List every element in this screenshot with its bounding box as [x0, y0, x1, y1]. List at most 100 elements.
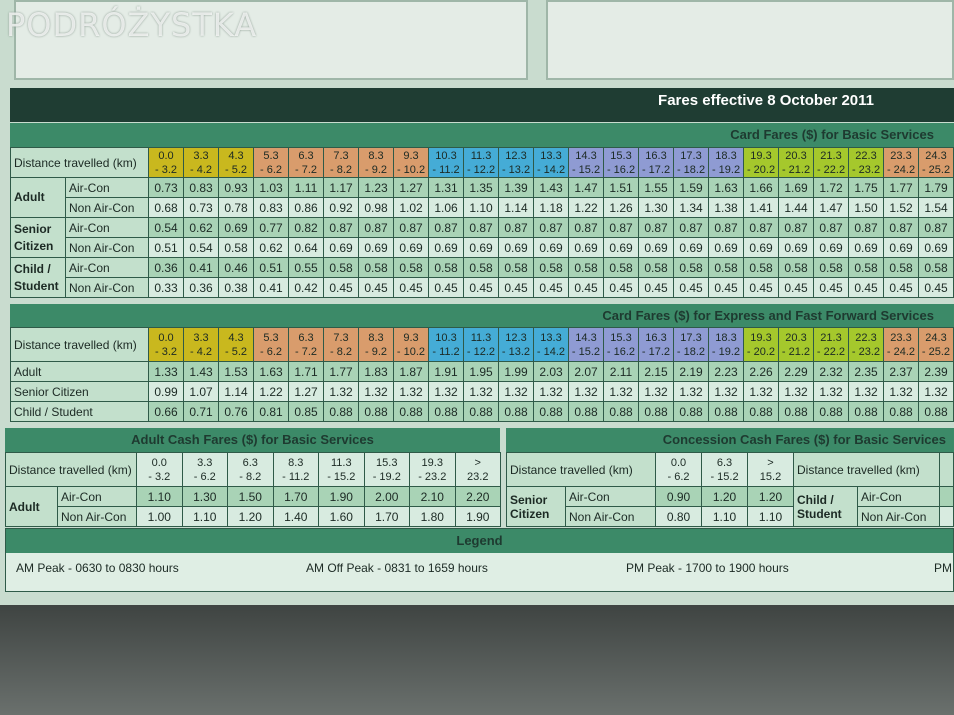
distance-range-header: 23.3- 24.2	[883, 327, 919, 362]
fare-cell: 0.58	[603, 257, 640, 278]
passenger-group: Child / Student	[793, 486, 859, 527]
passenger-group: Senior Citizen	[506, 486, 566, 527]
fare-cell: 0.38	[218, 277, 255, 298]
distance-range-header: 13.3- 14.2	[533, 327, 569, 362]
legend-heading: Legend	[6, 529, 953, 553]
fare-cell: 2.35	[848, 361, 884, 382]
fare-cell: 1.22	[253, 381, 289, 402]
distance-range-header: 5.3- 6.2	[253, 147, 290, 178]
distance-range-part: - 6.2	[260, 163, 283, 176]
distance-range-header: 6.3- 8.2	[227, 452, 274, 487]
fare-cell: 0.45	[568, 277, 605, 298]
distance-range-part: - 14.2	[536, 345, 566, 358]
distance-range-header: 8.3- 9.2	[358, 327, 394, 362]
fare-cell: 1.77	[883, 177, 920, 198]
fare-cell: 0.58	[708, 257, 745, 278]
distance-range-part: - 7.2	[294, 345, 317, 358]
distance-range-part: 0.0	[151, 456, 167, 469]
fare-cell: 1.95	[463, 361, 499, 382]
distance-range-header: 9.3- 10.2	[393, 147, 430, 178]
fare-cell: 1.77	[323, 361, 359, 382]
table-row: Non Air-Con 0.51 0.54 0.58 0.62 0.64 0.69 0.69 0…	[11, 237, 954, 258]
distance-range-part: 4.3	[228, 331, 244, 344]
fare-cell: 1.32	[848, 381, 884, 402]
fare-cell: 1.03	[253, 177, 290, 198]
fare-cell: 0.87	[673, 217, 710, 238]
fare-cell: 1.80	[409, 506, 456, 527]
distance-range-part: - 4.2	[190, 163, 213, 176]
distance-range-part: 24.3	[925, 149, 947, 162]
distance-range-header: 6.3- 7.2	[288, 147, 325, 178]
fare-cell: 0.71	[183, 401, 219, 422]
distance-range-header: 3.3- 6.2	[181, 452, 229, 487]
distance-range-part: - 16.2	[606, 345, 636, 358]
bus-type: Air-Con	[56, 486, 138, 507]
fare-cell: 0.87	[743, 217, 780, 238]
fare-cell: 1.17	[323, 177, 360, 198]
fare-cell: 0.88	[778, 401, 814, 422]
fare-cell: 0.88	[568, 401, 604, 422]
distance-range-part: - 3.2	[155, 163, 178, 176]
distance-range-part: 7.3	[333, 149, 349, 162]
fare-cell: 0.58	[673, 257, 710, 278]
express-card-fares-table: Distance travelled (km) 0.0- 3.2 3.3- 4.2 4…	[10, 327, 954, 422]
fare-cell: 1.20	[227, 506, 274, 527]
fare-cell: 2.00	[363, 486, 411, 507]
fare-cell: 1.99	[498, 361, 534, 382]
upper-panel	[546, 0, 954, 80]
distance-range-part: 6.3	[242, 456, 258, 469]
fare-cell: 0.69	[393, 237, 430, 258]
fare-cell: 2.07	[568, 361, 604, 382]
fare-cell: 0.45	[708, 277, 745, 298]
distance-range-header: 19.3- 20.2	[743, 147, 780, 178]
fare-cell: 0.45	[778, 277, 815, 298]
distance-range-part: - 15.2	[327, 470, 356, 483]
fare-cell: 1.43	[183, 361, 219, 382]
fare-cell: 1.32	[463, 381, 499, 402]
distance-range-header: 15.3- 19.2	[363, 452, 411, 487]
fare-cell: 0.69	[323, 237, 360, 258]
fare-cell: 0.58	[323, 257, 360, 278]
legend-item: AM Off Peak - 0831 to 1659 hours	[306, 561, 488, 575]
fare-cell: 1.32	[323, 381, 359, 402]
distance-range-part: 11.3	[330, 456, 352, 469]
passenger-group: Child / Student	[10, 401, 149, 422]
passenger-group: Child / Student	[10, 257, 66, 298]
fare-cell: 0.58	[533, 257, 570, 278]
fare-cell: 0.69	[638, 237, 675, 258]
distance-range-part: - 15.2	[571, 163, 601, 176]
distance-range-part: 4.3	[228, 149, 244, 162]
fare-cell: 0.87	[323, 217, 360, 238]
distance-range-part: 16.3	[645, 149, 667, 162]
fare-cell: 1.32	[498, 381, 534, 402]
distance-range-header: 21.3- 22.2	[813, 147, 850, 178]
express-card-heading: Card Fares ($) for Express and Fast Forw…	[10, 304, 954, 328]
distance-range-header: 0.0- 3.2	[148, 327, 184, 362]
fare-cell: 1.59	[673, 177, 710, 198]
distance-range-header	[939, 452, 954, 487]
fare-cell: 0.88	[673, 401, 709, 422]
fare-cell: 0.45	[358, 277, 395, 298]
fare-cell: 1.63	[708, 177, 745, 198]
fare-cell: 0.45	[428, 277, 465, 298]
fare-cell: 0.45	[603, 277, 640, 298]
fare-cell: 0.88	[883, 401, 919, 422]
fare-cell: 0.88	[428, 401, 464, 422]
distance-range-part: 0.0	[158, 331, 174, 344]
adult-cash-fares-table: Distance travelled (km) 0.0- 3.2 3.3- 6.2 6…	[4, 452, 502, 527]
fare-cell: 0.58	[883, 257, 920, 278]
distance-range-part: 15.2	[759, 470, 782, 483]
fare-cell: 1.69	[778, 177, 815, 198]
fare-cell: 0.88	[498, 401, 534, 422]
fare-cell: 1.32	[393, 381, 429, 402]
distance-range-part: 9.3	[403, 331, 419, 344]
distance-range-part: 14.3	[575, 331, 597, 344]
fare-cell: 0.69	[428, 237, 465, 258]
fare-cell: 1.10	[136, 486, 183, 507]
bus-type: Air-Con	[857, 486, 941, 507]
fare-cell: 1.79	[918, 177, 954, 198]
distance-range-header: 19.3- 23.2	[409, 452, 456, 487]
fare-cell: 0.69	[603, 237, 640, 258]
fare-cell: 1.54	[918, 197, 954, 218]
fare-cell: 0.88	[393, 401, 429, 422]
